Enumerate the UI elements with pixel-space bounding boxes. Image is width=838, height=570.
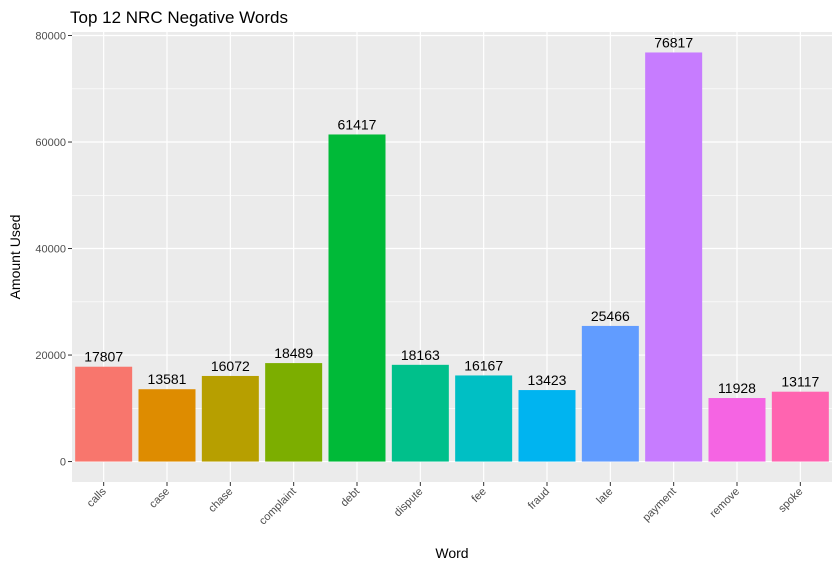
- bar-fee: [455, 375, 513, 462]
- data-label-case: 13581: [148, 371, 187, 387]
- bar-remove: [708, 398, 766, 462]
- bar-debt: [328, 134, 386, 462]
- data-label-remove: 11928: [718, 380, 756, 396]
- bar-chase: [201, 375, 259, 462]
- bar-spoke: [771, 391, 829, 462]
- y-axis: 0 20000 40000 60000 80000: [35, 31, 72, 469]
- x-axis: calls case chase complaint debt dispute fee fra…: [85, 482, 805, 528]
- y-tick-label: 0: [60, 457, 66, 469]
- data-label-chase: 16072: [211, 358, 250, 374]
- x-tick-label-spoke: spoke: [776, 486, 805, 515]
- x-tick-label-case: case: [147, 486, 172, 511]
- x-axis-label: Word: [435, 545, 468, 561]
- data-label-complaint: 18489: [274, 345, 313, 361]
- bar-calls: [75, 366, 133, 462]
- data-label-debt: 61417: [338, 116, 377, 132]
- x-tick-label-late: late: [594, 486, 615, 507]
- x-tick-label-dispute: dispute: [392, 486, 426, 520]
- data-label-late: 25466: [591, 308, 630, 324]
- x-tick-label-fraud: fraud: [526, 486, 552, 512]
- minor-gridlines: [72, 88, 832, 409]
- x-tick-label-chase: chase: [206, 486, 235, 515]
- x-tick-label-fee: fee: [469, 486, 488, 505]
- data-labels: 17807 13581 16072 18489 61417 18163 16167 13423…: [84, 34, 819, 396]
- y-axis-label: Amount Used: [7, 215, 23, 300]
- bar-late: [581, 325, 639, 462]
- data-label-fee: 16167: [464, 357, 503, 373]
- plot-panel: [72, 32, 832, 482]
- y-tick-label: 40000: [35, 244, 66, 256]
- data-label-fraud: 13423: [528, 372, 567, 388]
- bar-fraud: [518, 390, 576, 462]
- data-label-dispute: 18163: [401, 347, 440, 363]
- bar-payment: [645, 52, 703, 462]
- x-tick-label-remove: remove: [708, 486, 742, 520]
- y-tick-label: 20000: [35, 350, 66, 362]
- bar-complaint: [265, 363, 323, 462]
- data-label-calls: 17807: [84, 349, 123, 365]
- x-tick-label-debt: debt: [338, 486, 362, 510]
- x-tick-label-complaint: complaint: [257, 486, 299, 528]
- bars: [75, 52, 829, 462]
- x-tick-label-calls: calls: [85, 485, 109, 509]
- y-tick-label: 80000: [35, 31, 66, 43]
- bar-case: [138, 389, 196, 462]
- bar-dispute: [391, 364, 449, 462]
- data-label-spoke: 13117: [781, 374, 819, 390]
- y-tick-label: 60000: [35, 137, 66, 149]
- x-tick-label-payment: payment: [640, 486, 678, 524]
- data-label-payment: 76817: [654, 34, 693, 50]
- chart-title: Top 12 NRC Negative Words: [70, 8, 288, 27]
